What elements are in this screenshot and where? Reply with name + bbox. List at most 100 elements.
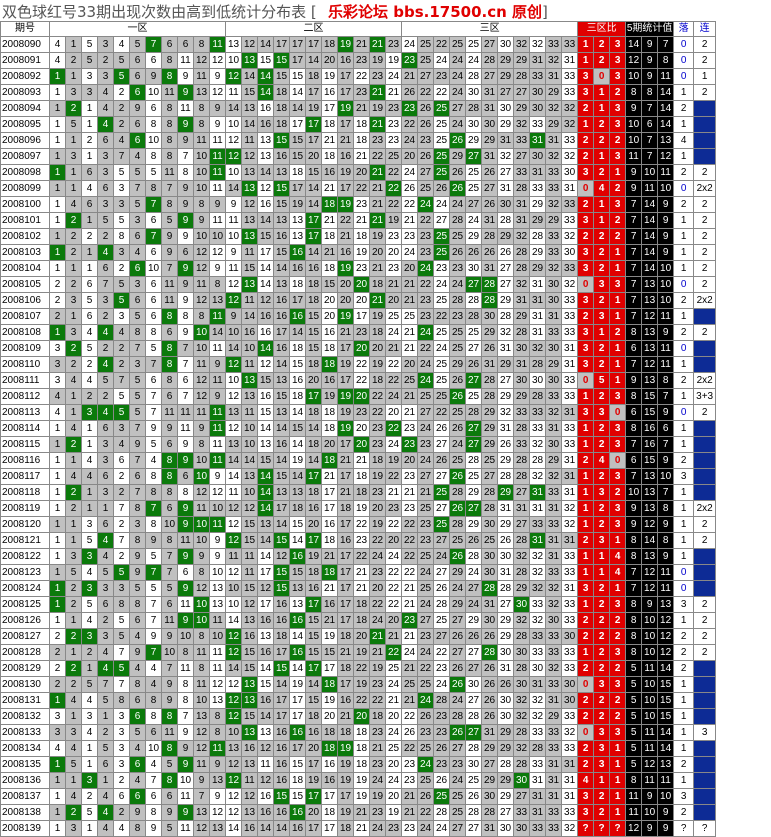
number-cell: 33 [561, 196, 579, 213]
number-cell: 16 [273, 436, 291, 453]
number-cell: 9 [177, 132, 194, 149]
number-cell: 12 [241, 500, 259, 517]
ratio-cell: 1 [577, 516, 595, 533]
number-cell: 26 [449, 676, 467, 693]
number-cell: 25 [417, 180, 435, 197]
number-cell: 8 [113, 596, 130, 613]
fall-cell: 1 [673, 708, 695, 725]
number-cell: 21 [401, 484, 419, 501]
period-cell: 2008117 [0, 468, 50, 485]
period-cell: 2008101 [0, 212, 50, 229]
table-row: 2008092 1 1 3 3 5 6 9 8 9 11 9 12 14 14 15 15 18 19 17 22 23 2… [0, 68, 717, 85]
table-row: 2008119 1 2 1 1 7 8 7 6 9 11 10 12 12 14 17 18 16 17 18 19 20… [0, 500, 717, 517]
fall-cell: 3 [673, 596, 695, 613]
number-cell: 7 [113, 148, 130, 165]
fall-cell: 2 [673, 196, 695, 213]
number-cell: 4 [97, 84, 114, 101]
number-cell: 13 [241, 52, 259, 69]
number-cell: 18 [353, 740, 371, 757]
number-cell: 11 [177, 596, 194, 613]
number-cell: 15 [305, 644, 323, 661]
number-cell: 29 [513, 580, 531, 597]
number-cell: 11 [208, 660, 227, 677]
number-cell: 32 [513, 548, 531, 565]
number-cell: 28 [449, 212, 467, 229]
ratio-cell: 2 [577, 740, 595, 757]
number-cell: 33 [545, 484, 563, 501]
number-cell: 32 [561, 516, 579, 533]
number-cell: 8 [145, 516, 162, 533]
ratio-cell: 1 [577, 388, 595, 405]
number-cell: 25 [433, 228, 451, 245]
number-cell: 22 [353, 692, 371, 709]
number-cell: 24 [433, 548, 451, 565]
number-cell: 28 [529, 356, 547, 373]
number-cell: 19 [337, 164, 355, 181]
number-cell: 30 [545, 436, 563, 453]
number-cell: 8 [161, 468, 178, 485]
number-cell: 23 [369, 436, 387, 453]
number-cell: 24 [465, 596, 483, 613]
link-cell [693, 756, 717, 773]
number-cell: 29 [497, 228, 515, 245]
number-cell: 2 [65, 580, 82, 597]
number-cell: 27 [433, 532, 451, 549]
number-cell: 4 [145, 756, 162, 773]
number-cell: 31 [529, 500, 547, 517]
number-cell: 12 [193, 484, 210, 501]
ratio-cell: 3 [609, 388, 627, 405]
number-cell: 5 [161, 756, 178, 773]
stats-cell: 10 [657, 260, 675, 277]
number-cell: 16 [321, 84, 339, 101]
number-cell: 11 [208, 212, 227, 229]
number-cell: 4 [97, 324, 114, 341]
number-cell: 4 [81, 468, 98, 485]
number-cell: 12 [193, 372, 210, 389]
number-cell: 21 [353, 564, 371, 581]
table-row: 2008097 1 3 1 3 7 4 8 8 7 10 11 12 12 13 16 15 20 18 16 21 22… [0, 148, 717, 165]
table-row: 2008134 4 4 1 5 3 4 10 8 9 12 11 13 16 12 16 17 20 18 19 18 2… [0, 740, 717, 757]
number-cell: 24 [417, 756, 435, 773]
number-cell: 1 [97, 772, 114, 789]
number-cell: 26 [417, 100, 435, 117]
number-cell: 25 [433, 388, 451, 405]
ratio-cell: 2 [593, 356, 611, 373]
number-cell: 8 [145, 324, 162, 341]
number-cell: 5 [113, 52, 130, 69]
number-cell: 21 [369, 180, 387, 197]
number-cell: 26 [433, 452, 451, 469]
number-cell: 6 [177, 564, 194, 581]
number-cell: 2 [113, 100, 130, 117]
number-cell: 23 [433, 756, 451, 773]
table-row: 2008125 1 2 5 6 8 8 7 6 11 10 13 10 12 17 16 13 17 16 17 18 2… [0, 596, 717, 613]
number-cell: 17 [337, 84, 355, 101]
number-cell: 13 [225, 404, 243, 421]
stats-cell: 7 [641, 132, 659, 149]
number-cell: 3 [49, 708, 66, 725]
number-cell: 11 [161, 276, 178, 293]
number-cell: 24 [417, 324, 435, 341]
number-cell: 33 [545, 724, 563, 741]
number-cell: 24 [449, 84, 467, 101]
table-row: 2008093 1 3 3 4 2 6 10 11 9 13 12 11 15 14 18 14 17 16 17 23… [0, 84, 717, 101]
link-cell [693, 692, 717, 709]
number-cell: 6 [97, 132, 114, 149]
fall-cell: 1 [673, 484, 695, 501]
number-cell: 10 [161, 516, 178, 533]
number-cell: 12 [193, 740, 210, 757]
number-cell: 19 [337, 804, 355, 821]
number-cell: 19 [369, 516, 387, 533]
number-cell: 12 [257, 356, 275, 373]
number-cell: 25 [465, 468, 483, 485]
number-cell: 11 [161, 292, 178, 309]
number-cell: 20 [401, 148, 419, 165]
number-cell: 18 [369, 324, 387, 341]
number-cell: 22 [385, 356, 403, 373]
number-cell: 1 [49, 804, 66, 821]
number-cell: 24 [417, 692, 435, 709]
number-cell: 17 [337, 68, 355, 85]
number-cell: 21 [321, 548, 339, 565]
number-cell: 9 [161, 692, 178, 709]
number-cell: 3 [97, 484, 114, 501]
brand-link[interactable]: 乐彩论坛 bbs.17500.cn 原创] [328, 1, 548, 22]
